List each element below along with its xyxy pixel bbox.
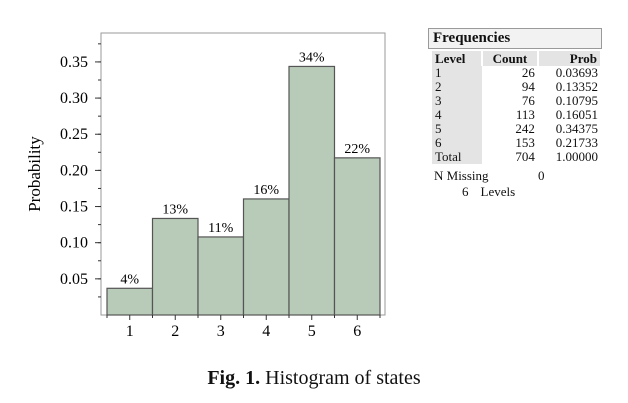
prob-cell: 1.00000 [555,149,598,164]
x-tick-label: 1 [126,323,134,340]
figure-caption: Fig. 1. Histogram of states [0,367,628,390]
prob-cell: 0.34375 [555,121,598,136]
x-tick-label: 6 [353,323,361,340]
x-tick-label: 3 [217,323,225,340]
header-level: Level [432,51,483,66]
bar-label: 22% [344,142,370,157]
frequencies-table: Level Count Prob 1 26 0.03693 2 94 0.133… [432,51,603,164]
table-row: 5 242 0.34375 [432,122,601,136]
level-cell: 6 [432,136,482,150]
y-tick-label: 0.35 [60,54,88,71]
y-tick-label: 0.05 [60,271,88,288]
bar-2 [151,217,199,316]
bar-label: 34% [299,50,325,65]
y-tick-label: 0.25 [60,126,88,143]
table-row: 3 76 0.10795 [432,94,601,108]
y-tick-label: 0.10 [60,235,88,252]
x-tick-label: 4 [262,323,270,340]
table-row: 6 153 0.21733 [432,136,601,150]
y-tick-label: 0.15 [60,199,88,216]
header-count: Count [482,51,539,66]
n-missing-label: N Missing [434,168,489,183]
x-tick-label: 2 [171,323,179,340]
table-row: 1 26 0.03693 [432,66,601,80]
count-cell: 242 [515,121,535,136]
prob-cell: 0.03693 [555,65,598,80]
y-axis-label: Probability [25,136,44,212]
count-cell: 153 [515,135,535,150]
n-missing-value: 0 [538,168,545,183]
caption-prefix: Fig. 1. [207,367,261,389]
header-prob: Prob [537,51,603,66]
histogram-chart: 4% 13% 11% 16% 34% 22% 1 2 3 4 5 6 0.05 0.10 0.15 0.20… [25,32,386,340]
count-cell: 94 [521,79,535,94]
level-cell: 5 [432,122,482,136]
y-tick-label: 0.20 [60,162,88,179]
axes-group: 1 2 3 4 5 6 0.05 0.10 0.15 0.20 0.25 0.30 0.35 [60,43,381,340]
prob-cell: 0.16051 [555,107,598,122]
table-row-total: Total 704 1.00000 [432,150,601,164]
bar-1 [106,287,154,316]
prob-cell: 0.21733 [555,135,598,150]
prob-cell: 0.13352 [555,79,598,94]
bar-label: 13% [162,202,188,217]
level-cell: 4 [432,108,482,122]
frequencies-header-row: Level Count Prob [432,51,603,66]
x-tick-label: 5 [308,323,316,340]
prob-cell: 0.10795 [555,93,598,108]
bar-3 [197,236,245,316]
n-missing-row: N Missing 0 [434,168,602,184]
frequencies-title: Frequencies [428,28,602,49]
level-cell: 3 [432,94,482,108]
caption-text: Histogram of states [260,367,421,389]
bar-5 [288,65,336,316]
count-cell: 76 [521,93,535,108]
missing-summary: N Missing 0 6 Levels [434,168,602,200]
level-cell: Total [432,150,482,164]
level-cell: 1 [432,66,482,80]
y-tick-label: 0.30 [60,90,88,107]
levels-label: Levels [480,184,516,199]
count-cell: 26 [521,65,535,80]
bar-label: 4% [120,272,139,287]
bars-group: 4% 13% 11% 16% 34% 22% [106,50,381,316]
levels-row: 6 Levels [434,184,602,200]
count-cell: 704 [515,149,535,164]
count-cell: 113 [515,107,535,122]
bar-6 [333,157,381,316]
level-cell: 2 [432,80,482,94]
levels-count: 6 [462,184,469,199]
bar-label: 16% [253,183,279,198]
frequencies-panel: Frequencies Level Count Prob 1 26 0.0369… [428,28,603,200]
table-row: 4 113 0.16051 [432,108,601,122]
bar-label: 11% [208,221,233,236]
table-row: 2 94 0.13352 [432,80,601,94]
bar-4 [242,198,290,316]
